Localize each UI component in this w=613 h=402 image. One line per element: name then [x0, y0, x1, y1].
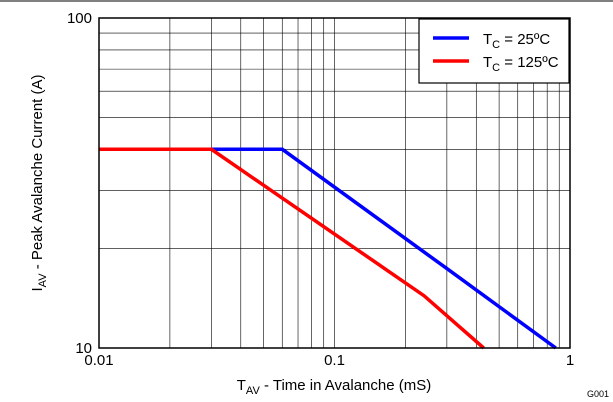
legend-label-tc-125: TC = 125ºC: [483, 54, 559, 74]
y-axis-label-sub: AV: [37, 273, 49, 288]
x-axis-label-rest: - Time in Avalanche (mS): [260, 377, 431, 394]
series-lines: [99, 147, 557, 350]
legend-label-main: T: [483, 31, 492, 48]
legend-label-tc-25: TC = 25ºC: [483, 31, 550, 51]
x-tick-label: 0.01: [84, 352, 113, 369]
x-axis-label-sub: AV: [246, 385, 261, 397]
y-axis-label-rest: - Peak Avalanche Current (A): [29, 74, 46, 273]
legend-label-sub: C: [492, 39, 500, 51]
x-tick-label: 1: [566, 352, 574, 369]
legend-box: [418, 18, 570, 84]
x-tick-label: 0.1: [324, 352, 345, 369]
figure-code: G001: [587, 389, 609, 399]
y-tick-label: 100: [67, 10, 92, 27]
y-tick-label: 10: [75, 340, 92, 357]
y-axis-label-main: I: [29, 287, 46, 291]
x-axis-label-main: T: [237, 377, 246, 394]
legend-label-rest: = 125ºC: [500, 54, 559, 71]
plot-frame: [98, 17, 571, 349]
y-axis-label: IAV - Peak Avalanche Current (A): [29, 74, 49, 291]
tick-labels: 0.01 0.1 1 10 100: [67, 10, 574, 369]
series-line-1: [99, 147, 485, 350]
x-axis-label: TAV - Time in Avalanche (mS): [237, 377, 431, 397]
legend: TC = 25ºC TC = 125ºC: [418, 18, 570, 84]
legend-label-sub: C: [492, 62, 500, 74]
legend-label-rest: = 25ºC: [500, 31, 550, 48]
legend-label-main: T: [483, 54, 492, 71]
